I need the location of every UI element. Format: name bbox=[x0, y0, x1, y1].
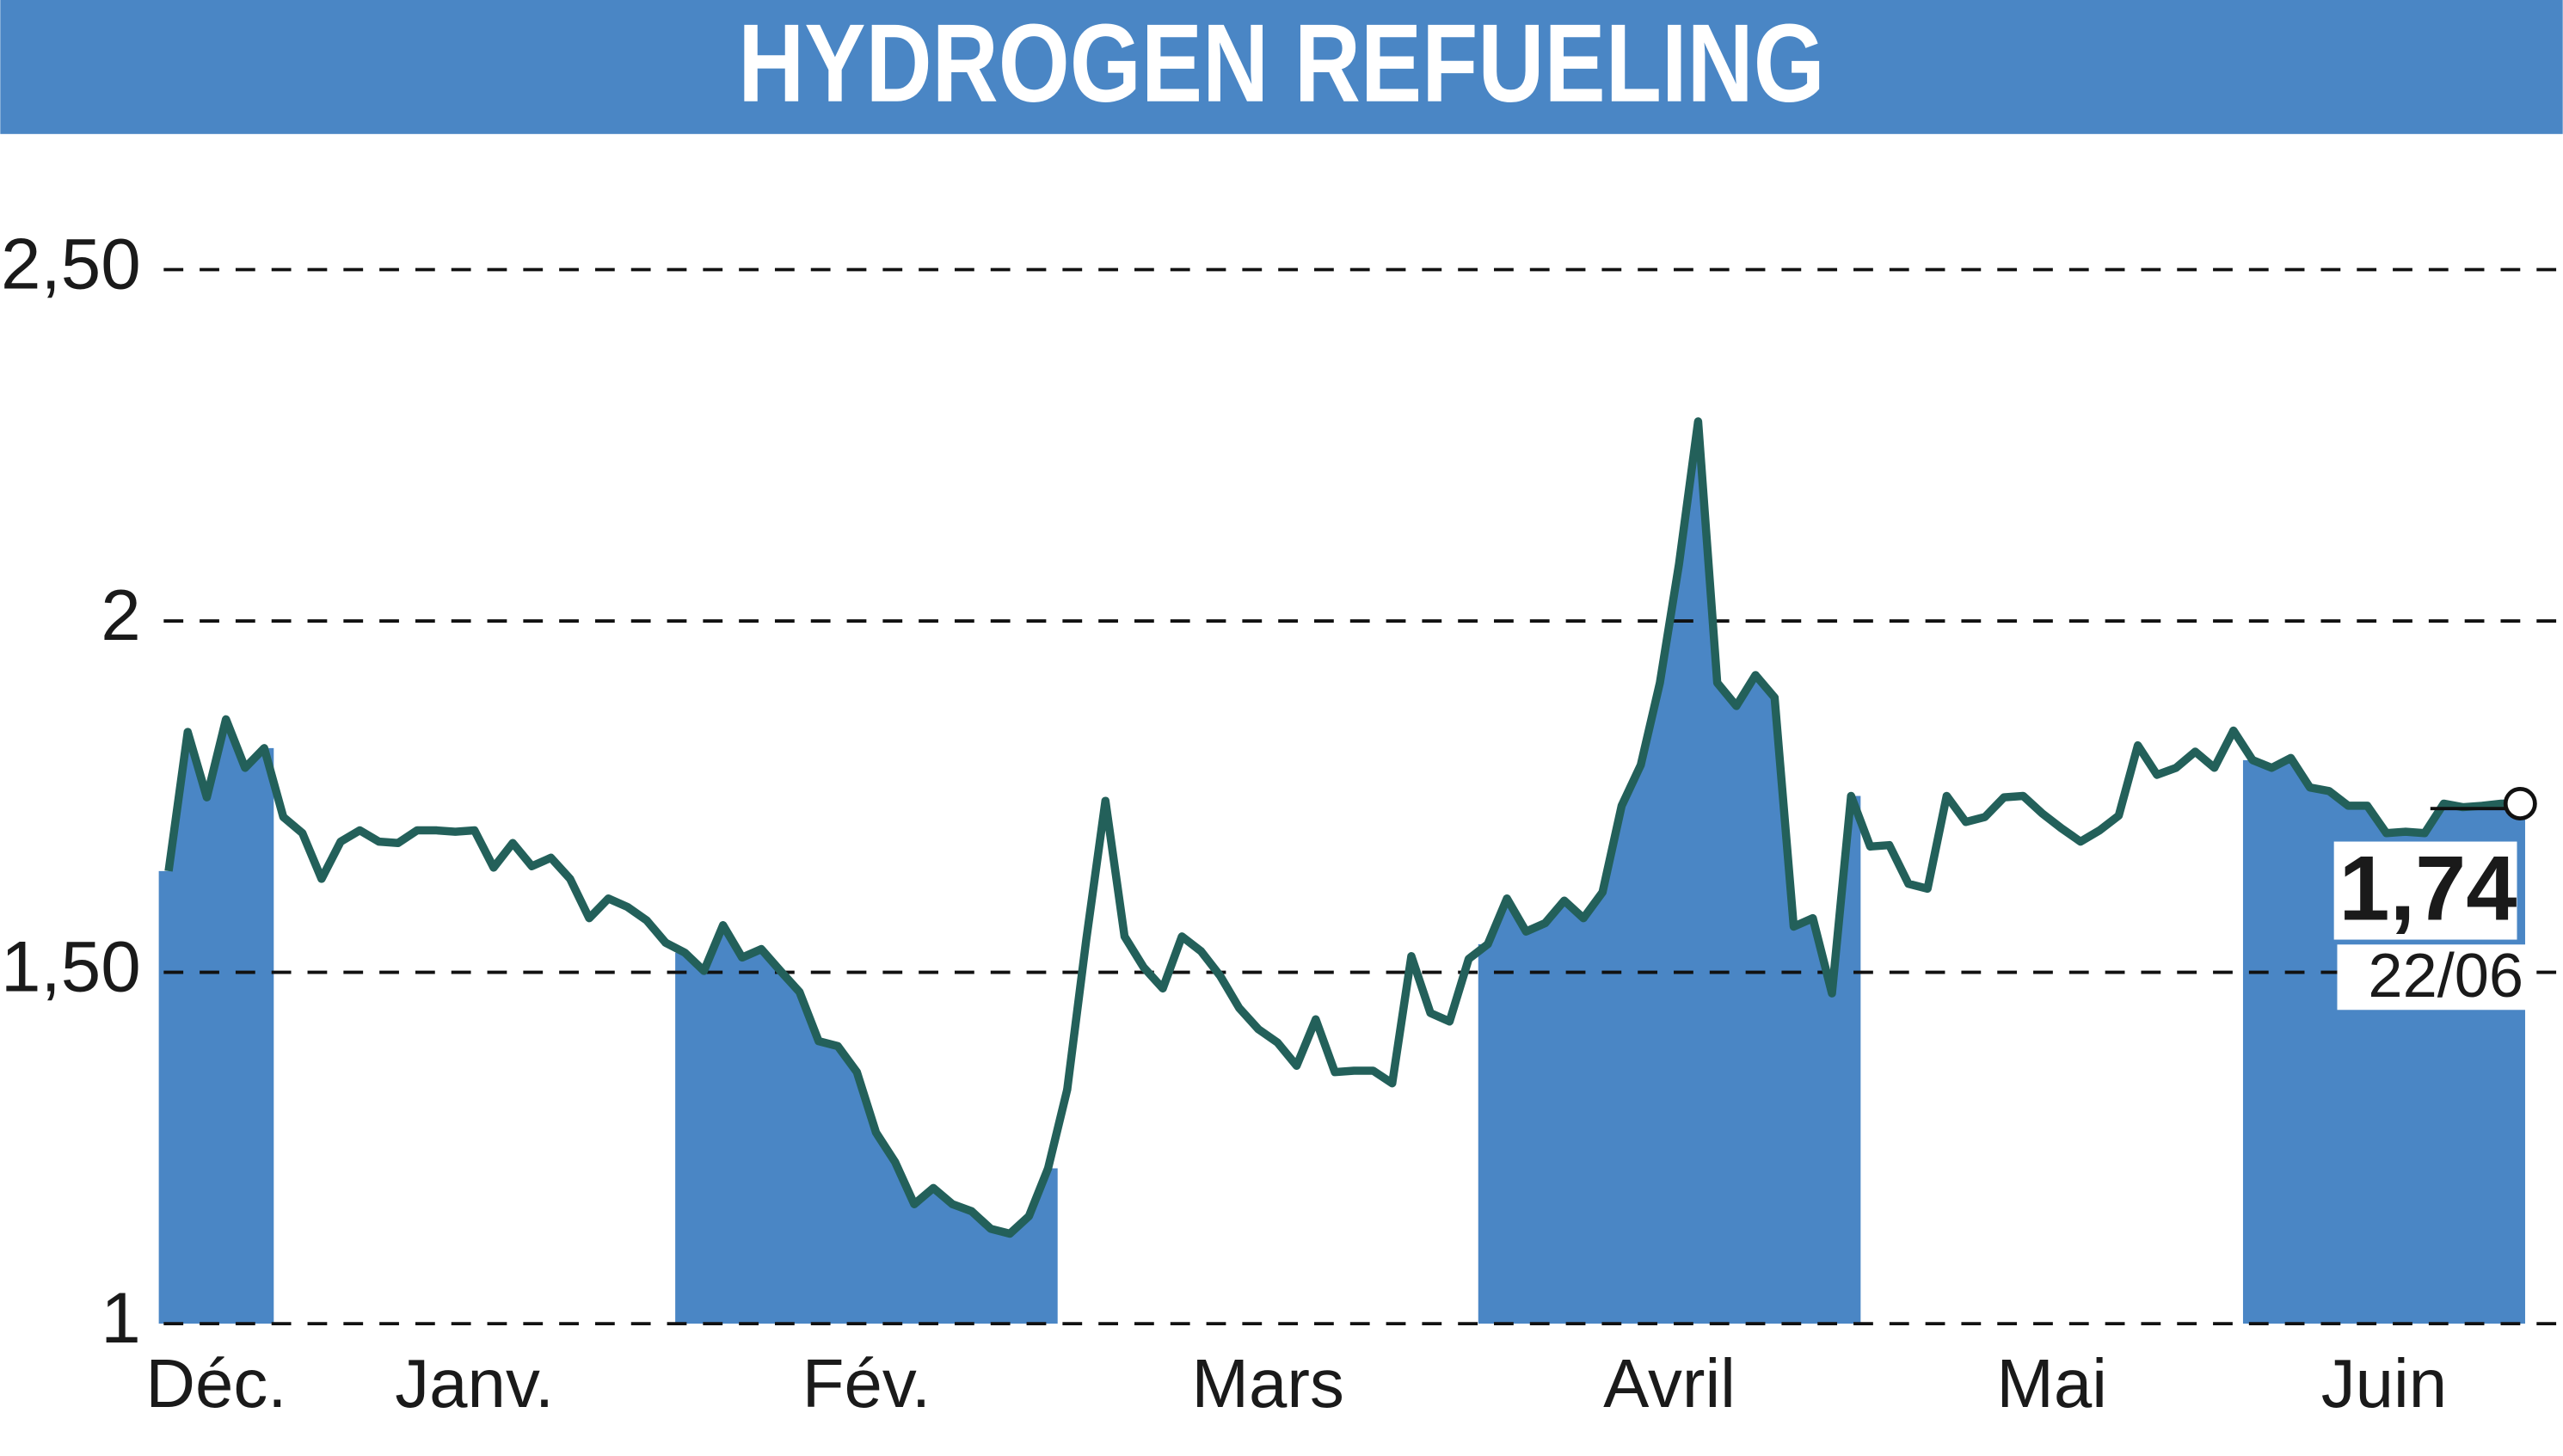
y-tick-label: 1 bbox=[101, 1277, 141, 1358]
grid-layer: 1 1,50 2 2,50 Déc. Janv. Fév. Mars Avril Mai Juin bbox=[1, 224, 2563, 1422]
month-area bbox=[158, 719, 274, 1324]
line-connector bbox=[260, 744, 288, 821]
price-line bbox=[280, 814, 669, 946]
y-tick-label: 2 bbox=[101, 574, 141, 655]
title-band bbox=[0, 0, 2563, 134]
price-line bbox=[1063, 796, 1473, 1090]
price-line bbox=[164, 715, 267, 872]
last-date-box bbox=[2337, 944, 2527, 1011]
last-label-box bbox=[2333, 841, 2517, 940]
last-point bbox=[2503, 786, 2537, 820]
month-area bbox=[675, 925, 1058, 1324]
x-tick-label: Juin bbox=[2321, 1345, 2447, 1422]
line-connector bbox=[1464, 940, 1492, 963]
last-date-label: 22/06 bbox=[2368, 942, 2523, 1011]
price-line bbox=[1484, 417, 1855, 998]
area-layer bbox=[158, 421, 2525, 1324]
line-connector bbox=[661, 938, 689, 957]
y-tick-label: 2,50 bbox=[1, 224, 141, 304]
last-value-label: 1,74 bbox=[2339, 837, 2517, 939]
line-connector bbox=[1847, 791, 1875, 851]
x-tick-label: Avril bbox=[1603, 1345, 1736, 1422]
x-tick-label: Mars bbox=[1192, 1345, 1344, 1422]
chart-title: HYDROGEN REFUELING bbox=[738, 2, 1825, 126]
x-tick-label: Janv. bbox=[395, 1345, 554, 1422]
x-tick-label: Déc. bbox=[145, 1345, 286, 1422]
price-line bbox=[1870, 728, 2238, 894]
y-tick-label: 1,50 bbox=[1, 926, 141, 1007]
x-tick-label: Fév. bbox=[802, 1345, 931, 1422]
price-line bbox=[681, 921, 1053, 1238]
line-connector bbox=[2229, 726, 2257, 765]
month-area bbox=[1478, 421, 1861, 1324]
line-connector bbox=[1043, 1085, 1072, 1173]
price-line bbox=[2251, 753, 2521, 838]
x-tick-label: Mai bbox=[1996, 1345, 2107, 1422]
